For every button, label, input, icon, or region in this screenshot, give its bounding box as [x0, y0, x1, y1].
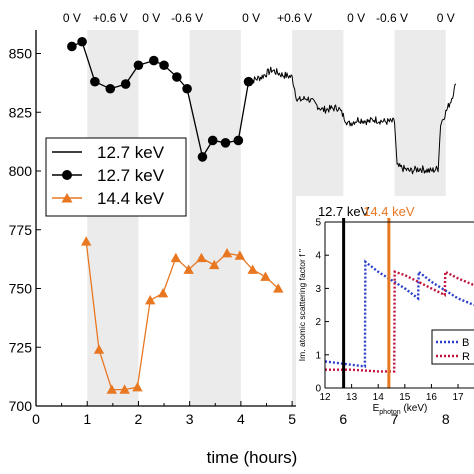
inset-y-tick-label: 3	[315, 284, 321, 295]
top-label: 0 V	[242, 11, 260, 25]
inset-y-tick-label: 5	[315, 218, 321, 229]
data-point-triangle	[247, 264, 258, 274]
data-point-triangle	[196, 252, 207, 263]
shaded-band-1	[189, 30, 241, 406]
x-tick-label: 6	[339, 411, 347, 427]
series-triangles-14-4-line	[85, 241, 279, 391]
y-tick-label: 850	[9, 46, 33, 62]
data-point-circle	[182, 83, 192, 94]
legend-label: 12.7 keV	[97, 143, 165, 162]
x-tick-label: 0	[32, 411, 40, 427]
data-point-circle	[120, 79, 131, 89]
data-point-triangle	[106, 384, 118, 394]
top-voltage-labels: 0 V +0.6 V 0 V -0.6 V 0 V +0.6 V 0 V -0.6 V 0 V	[63, 11, 455, 25]
top-label: +0.6 V	[93, 11, 128, 25]
data-point-circle	[159, 60, 169, 71]
data-point-triangle	[119, 384, 130, 394]
data-point-circle	[172, 72, 182, 82]
inset-x-tick-label: 12	[319, 392, 331, 403]
x-tick-label: 7	[391, 411, 399, 427]
y-tick-label: 700	[9, 398, 33, 414]
data-point-triangle	[157, 288, 169, 298]
x-tick-label: 3	[186, 411, 194, 427]
data-point-triangle	[221, 248, 233, 258]
data-point-circle	[149, 55, 159, 66]
data-point-circle	[207, 135, 218, 146]
data-point-triangle	[234, 250, 246, 260]
x-tick-label: 8	[442, 411, 450, 427]
legend-label: 14.4 keV	[97, 189, 165, 208]
inset-x-tick-label: 14	[373, 392, 385, 403]
x-tick-label: 4	[237, 411, 245, 427]
y-tick-label: 750	[9, 281, 33, 297]
y-tick-label: 775	[9, 222, 33, 238]
top-label: 0 V	[347, 11, 365, 25]
legend-label: 12.7 keV	[97, 166, 165, 185]
x-tick-label: 1	[83, 411, 91, 427]
data-point-circle	[233, 135, 244, 146]
data-point-circle	[197, 152, 208, 162]
top-label: 0 V	[142, 11, 160, 25]
inset-series-R	[325, 269, 474, 373]
x-axis-label: time (hours)	[207, 448, 298, 467]
data-point-circle	[67, 41, 77, 52]
x-tick-label: 2	[135, 411, 143, 427]
data-point-triangle	[209, 259, 220, 270]
y-tick-label: 800	[9, 163, 33, 179]
top-label: 0 V	[63, 11, 81, 25]
data-point-triangle	[183, 264, 194, 274]
data-point-triangle	[273, 283, 284, 293]
data-point-triangle	[132, 382, 143, 392]
inset-legend-frame	[431, 329, 474, 365]
legend: 12.7 keV 12.7 keV 14.4 keV	[45, 137, 187, 217]
inset-x-tick-label: 15	[399, 392, 411, 403]
inset-y-tick-label: 4	[315, 251, 321, 262]
inset-y-tick-label: 1	[315, 350, 321, 361]
inset-y-tick-label: 2	[315, 317, 321, 328]
inset-legend-label: R	[462, 351, 470, 363]
main-plot-series	[67, 36, 457, 394]
data-point-triangle	[260, 271, 271, 281]
data-point-triangle	[93, 344, 105, 354]
data-point-circle	[133, 60, 144, 71]
data-point-triangle	[145, 295, 156, 305]
inset-marker-label: 14.4 keV	[363, 204, 415, 219]
inset-series-B	[324, 259, 474, 368]
data-point-triangle	[170, 252, 182, 263]
inset-x-tick-label: 16	[426, 392, 438, 403]
inset-x-tick-label: 17	[452, 392, 464, 403]
top-label: +0.6 V	[277, 11, 312, 25]
x-tick-label: 5	[288, 411, 296, 427]
inset-y-axis-label: Im. atomic scattering factor f ''	[297, 248, 307, 361]
inset-background	[296, 196, 474, 410]
series-line-12-7	[248, 66, 457, 175]
data-point-triangle	[80, 236, 92, 246]
top-label: 0 V	[437, 11, 455, 25]
y-tick-label: 825	[9, 104, 33, 120]
inset-x-tick-label: 13	[346, 392, 358, 403]
data-point-circle	[90, 76, 100, 87]
inset-marker-label: 12.7 keV	[318, 204, 370, 219]
legend-marker-triangle	[61, 193, 73, 203]
data-point-circle	[220, 138, 231, 148]
top-label: -0.6 V	[376, 11, 408, 25]
y-tick-label: 725	[9, 339, 33, 355]
inset-x-axis-label: Ephoton (keV)	[373, 403, 428, 416]
data-point-circle	[105, 83, 116, 94]
top-label: -0.6 V	[171, 11, 203, 25]
data-point-circle	[243, 76, 254, 87]
inset-y-tick-label: 0	[315, 384, 321, 395]
inset-legend-label: B	[462, 337, 469, 349]
data-point-circle	[77, 36, 87, 47]
legend-marker-circle	[62, 170, 72, 180]
